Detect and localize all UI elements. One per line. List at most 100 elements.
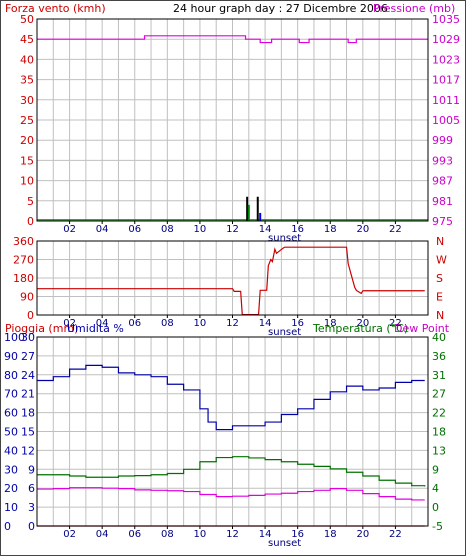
- rain-y-tick-label: 12: [21, 444, 35, 457]
- x-tick-label: 18: [324, 224, 337, 235]
- x-tick-label: 14: [259, 318, 272, 329]
- rain-y-tick-label: 3: [28, 501, 35, 514]
- rain-y-tick-label: 27: [21, 350, 35, 363]
- x-tick-label: 04: [96, 318, 109, 329]
- x-tick-label: 10: [194, 318, 207, 329]
- rain-y-tick-label: 24: [21, 369, 35, 382]
- panel-frame: [36, 336, 429, 527]
- pressure-line: [37, 35, 428, 44]
- x-tick-label: 06: [128, 529, 141, 540]
- x-tick-label: 18: [324, 318, 337, 329]
- humidity-axis-title: Umidita %: [67, 322, 124, 335]
- sunset-annotation: sunset: [268, 327, 301, 338]
- direction-y-tick-label: 0: [27, 309, 34, 322]
- x-tick-label: 04: [96, 529, 109, 540]
- x-tick-label: 10: [194, 529, 207, 540]
- humidity-y-tick-label: 0: [4, 520, 11, 533]
- humidity-y-tick-label: 100: [4, 331, 25, 344]
- wind-y-tick-label: 5: [27, 195, 34, 208]
- pressure-y-tick-label: 993: [432, 154, 453, 167]
- x-tick-label: 08: [161, 224, 174, 235]
- compass-label: S: [436, 272, 443, 285]
- x-tick-label: 02: [63, 224, 76, 235]
- compass-label: W: [436, 254, 447, 267]
- x-tick-label: 02: [63, 318, 76, 329]
- dewpoint-axis-title: Dew Point: [394, 322, 450, 335]
- panel-frames-layer: [36, 18, 429, 527]
- panel-frame: [36, 18, 429, 222]
- gust-bar: [246, 196, 249, 221]
- x-tick-label: 20: [356, 318, 369, 329]
- x-tick-label: 16: [291, 529, 304, 540]
- humidity-y-tick-label: 50: [4, 426, 18, 439]
- pressure-y-tick-label: 1035: [432, 13, 460, 26]
- temperature-y-tick-label: 27: [432, 388, 446, 401]
- pressure-y-tick-label: 987: [432, 175, 453, 188]
- humidity-line: [37, 364, 425, 431]
- wind-y-tick-label: 40: [20, 53, 34, 66]
- x-tick-label: 18: [324, 529, 337, 540]
- temperature-line: [37, 456, 426, 487]
- humidity-y-tick-label: 80: [4, 369, 18, 382]
- humidity-y-tick-label: 90: [4, 350, 18, 363]
- x-tick-label: 20: [356, 529, 369, 540]
- humidity-y-tick-label: 10: [4, 501, 18, 514]
- rain-y-tick-label: 9: [28, 463, 35, 476]
- wind_avg-bar: [247, 204, 250, 221]
- dewpoint-line: [37, 487, 425, 501]
- series-layer: [37, 35, 428, 527]
- pressure-y-tick-label: 975: [432, 215, 453, 228]
- x-tick-label: 08: [161, 529, 174, 540]
- temperature-y-tick-label: 31: [432, 369, 446, 382]
- rain-y-tick-label: 18: [21, 407, 35, 420]
- sunset-annotation: sunset: [268, 233, 301, 244]
- x-tick-label: 16: [291, 224, 304, 235]
- x-tick-label: 22: [389, 529, 402, 540]
- humidity-y-tick-label: 30: [4, 463, 18, 476]
- temperature-axis-title: Temperatura (°C): [312, 322, 408, 335]
- pressure-y-tick-label: 981: [432, 195, 453, 208]
- temperature-y-tick-label: 22: [432, 407, 446, 420]
- compass-label: N: [436, 235, 444, 248]
- x-tick-label: 16: [291, 318, 304, 329]
- sunset-annotation: sunset: [268, 538, 301, 549]
- wind-y-tick-label: 30: [20, 94, 34, 107]
- wind-y-tick-label: 20: [20, 134, 34, 147]
- rain-y-tick-label: 6: [28, 482, 35, 495]
- direction-y-tick-label: 180: [13, 272, 34, 285]
- x-tick-label: 12: [226, 318, 239, 329]
- wind-y-tick-label: 0: [27, 215, 34, 228]
- wind-y-tick-label: 45: [20, 33, 34, 46]
- wind-y-tick-label: 35: [20, 74, 34, 87]
- gust-bar: [256, 196, 259, 221]
- temperature-y-tick-label: 36: [432, 350, 446, 363]
- temperature-y-tick-label: 4: [432, 482, 439, 495]
- x-tick-label: 10: [194, 224, 207, 235]
- direction-y-tick-label: 270: [13, 254, 34, 267]
- x-tick-label: 14: [259, 529, 272, 540]
- x-tick-label: 22: [389, 318, 402, 329]
- humidity-y-tick-label: 20: [4, 482, 18, 495]
- chart-title: 24 hour graph day : 27 Dicembre 2006: [173, 2, 388, 15]
- grid-layer: [37, 19, 428, 526]
- x-tick-label: 12: [226, 224, 239, 235]
- wind-y-tick-label: 15: [20, 154, 34, 167]
- rain-y-tick-label: 15: [21, 426, 35, 439]
- wind-y-tick-label: 25: [20, 114, 34, 127]
- wind_extra-bar: [259, 212, 262, 221]
- direction-y-tick-label: 360: [13, 235, 34, 248]
- pressure-y-tick-label: 999: [432, 134, 453, 147]
- rain-y-tick-label: 0: [28, 520, 35, 533]
- x-tick-label: 14: [259, 224, 272, 235]
- x-tick-label: 08: [161, 318, 174, 329]
- temperature-y-tick-label: 18: [432, 426, 446, 439]
- temperature-y-tick-label: 0: [432, 501, 439, 514]
- pressure-y-tick-label: 1023: [432, 53, 460, 66]
- temperature-y-tick-label: 13: [432, 444, 446, 457]
- temperature-y-tick-label: 40: [432, 331, 446, 344]
- axis-labels-layer: 02 04 06 08 10 12 14 16 18 20 22sunset504540353025…: [4, 13, 460, 549]
- humidity-y-tick-label: 70: [4, 388, 18, 401]
- pressure-axis-title: Pressione (mb): [373, 2, 455, 15]
- compass-label: E: [436, 291, 443, 304]
- panel-frame: [36, 240, 429, 316]
